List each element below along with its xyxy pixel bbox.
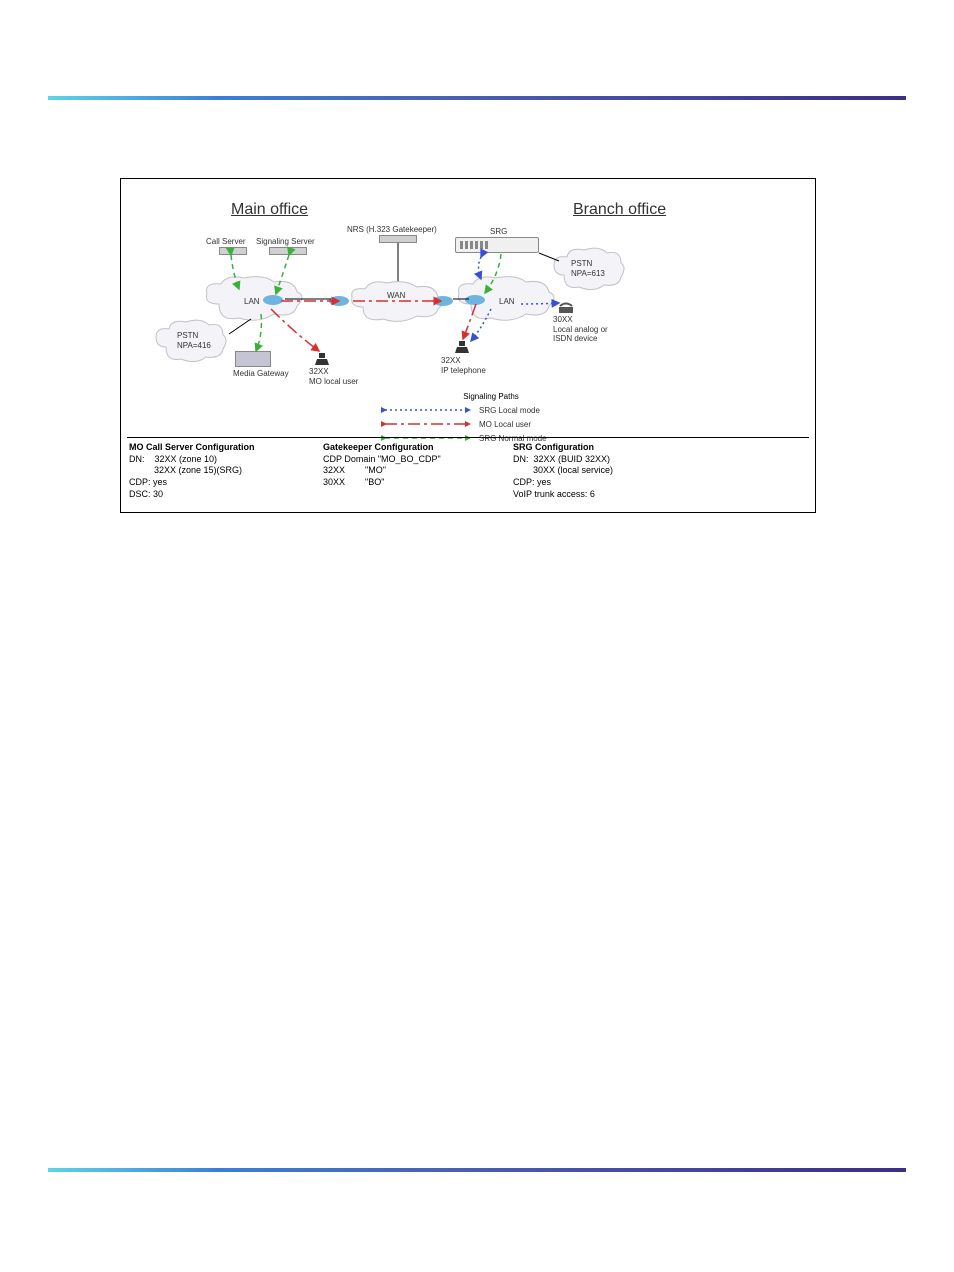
mo-config-title: MO Call Server Configuration <box>129 442 255 454</box>
ip-phone-icon <box>453 339 471 355</box>
mo-config: MO Call Server Configuration DN: 32XX (z… <box>129 442 255 500</box>
lan-right-label: LAN <box>499 297 515 307</box>
analog-device-label: 30XX Local analog or ISDN device <box>553 315 608 344</box>
config-line: 30XX (local service) <box>513 465 613 477</box>
config-line: VoIP trunk access: 6 <box>513 489 613 501</box>
diagram-frame: Main office Branch office NRS (H.323 Gat… <box>120 178 816 513</box>
ip-phone-label: 32XX IP telephone <box>441 356 486 375</box>
bottom-gradient-bar <box>48 1168 906 1172</box>
config-line: CDP Domain "MO_BO_CDP" <box>323 454 441 466</box>
pstn-left-label: PSTN NPA=416 <box>177 331 211 350</box>
gk-config: Gatekeeper Configuration CDP Domain "MO_… <box>323 442 441 489</box>
signaling-server-label: Signaling Server <box>256 237 315 247</box>
srg-config: SRG Configuration DN: 32XX (BUID 32XX) 3… <box>513 442 613 500</box>
main-office-title: Main office <box>231 201 308 219</box>
srg-device <box>455 237 539 253</box>
srg-config-title: SRG Configuration <box>513 442 613 454</box>
router-2 <box>329 296 349 306</box>
config-divider <box>127 437 809 438</box>
gk-config-title: Gatekeeper Configuration <box>323 442 441 454</box>
wan-label: WAN <box>387 291 405 301</box>
config-line: DN: 32XX (zone 10) <box>129 454 255 466</box>
mo-phone-icon <box>313 351 331 367</box>
call-server-device <box>219 247 247 255</box>
analog-device-icon <box>557 299 575 315</box>
config-line: 32XX "MO" <box>323 465 441 477</box>
config-line: DSC: 30 <box>129 489 255 501</box>
config-line: CDP: yes <box>513 477 613 489</box>
legend-row: SRG Local mode <box>381 403 601 417</box>
call-server-label: Call Server <box>206 237 246 247</box>
legend-row: MO Local user <box>381 417 601 431</box>
pstn-right-label: PSTN NPA=613 <box>571 259 605 278</box>
router-4 <box>465 295 485 305</box>
config-line: DN: 32XX (BUID 32XX) <box>513 454 613 466</box>
router-1 <box>263 295 283 305</box>
nrs-device <box>379 235 417 243</box>
media-gateway-device <box>235 351 271 367</box>
nrs-label: NRS (H.323 Gatekeeper) <box>347 225 437 235</box>
mo-user-label: 32XX MO local user <box>309 367 358 386</box>
top-gradient-bar <box>48 96 906 100</box>
legend-label: SRG Local mode <box>479 406 540 415</box>
branch-office-title: Branch office <box>573 201 666 219</box>
legend-title: Signaling Paths <box>381 392 601 401</box>
signaling-server-device <box>269 247 307 255</box>
config-line: 32XX (zone 15)(SRG) <box>129 465 255 477</box>
router-3 <box>433 296 453 306</box>
srg-label: SRG <box>490 227 507 237</box>
config-line: CDP: yes <box>129 477 255 489</box>
config-line: 30XX "BO" <box>323 477 441 489</box>
lan-left-label: LAN <box>244 297 260 307</box>
media-gateway-label: Media Gateway <box>233 369 289 379</box>
legend-label: MO Local user <box>479 420 531 429</box>
